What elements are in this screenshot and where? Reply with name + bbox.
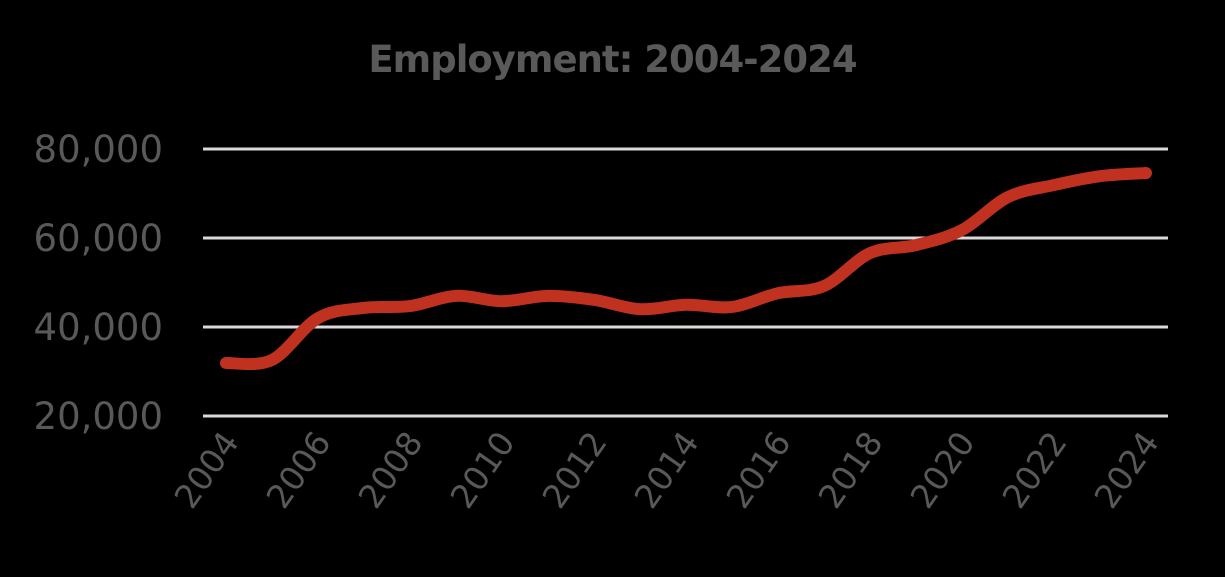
y-tick-label: 40,000 bbox=[34, 306, 163, 349]
x-tick-label: 2014 bbox=[626, 424, 706, 515]
employment-line bbox=[220, 167, 1152, 371]
y-tick-label: 60,000 bbox=[34, 217, 163, 260]
x-tick-label: 2016 bbox=[718, 424, 798, 515]
x-tick-label: 2022 bbox=[994, 424, 1074, 515]
x-axis-tick-labels: 2004 2006 2008 2010 2012 2014 2016 2018 2020 2022… bbox=[166, 424, 1166, 515]
gridlines bbox=[203, 147, 1168, 418]
x-tick-label: 2012 bbox=[534, 424, 614, 515]
x-tick-label: 2004 bbox=[166, 424, 246, 515]
y-axis-tick-labels: 80,000 60,000 40,000 20,000 bbox=[34, 128, 163, 438]
chart-title: Employment: 2004-2024 bbox=[368, 38, 857, 81]
x-tick-label: 2024 bbox=[1086, 424, 1166, 515]
x-tick-label: 2008 bbox=[350, 424, 430, 515]
y-tick-label: 80,000 bbox=[34, 128, 163, 171]
y-tick-label: 20,000 bbox=[34, 395, 163, 438]
x-tick-label: 2010 bbox=[442, 424, 522, 515]
x-tick-label: 2006 bbox=[258, 424, 338, 515]
x-tick-label: 2018 bbox=[810, 424, 890, 515]
x-tick-label: 2020 bbox=[902, 424, 982, 515]
